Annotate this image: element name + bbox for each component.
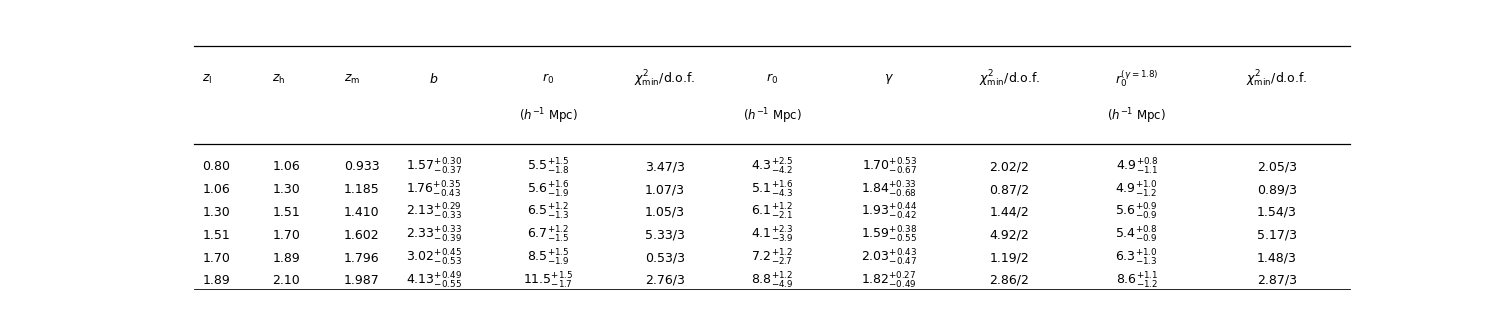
Text: 1.70: 1.70 xyxy=(202,252,231,265)
Text: $6.7^{+1.2}_{-1.5}$: $6.7^{+1.2}_{-1.5}$ xyxy=(527,225,570,245)
Text: $4.13^{+0.49}_{-0.55}$: $4.13^{+0.49}_{-0.55}$ xyxy=(405,271,461,290)
Text: 1.51: 1.51 xyxy=(273,206,300,219)
Text: 1.54/3: 1.54/3 xyxy=(1257,206,1298,219)
Text: 5.33/3: 5.33/3 xyxy=(645,229,684,242)
Text: $(h^{-1}$ Mpc): $(h^{-1}$ Mpc) xyxy=(1108,106,1166,126)
Text: 0.89/3: 0.89/3 xyxy=(1257,183,1298,196)
Text: 1.987: 1.987 xyxy=(344,274,380,287)
Text: $5.1^{+1.6}_{-4.3}$: $5.1^{+1.6}_{-4.3}$ xyxy=(750,180,794,200)
Text: $1.93^{+0.44}_{-0.42}$: $1.93^{+0.44}_{-0.42}$ xyxy=(860,202,918,222)
Text: $4.1^{+2.3}_{-3.9}$: $4.1^{+2.3}_{-3.9}$ xyxy=(750,225,794,245)
Text: $5.6^{+0.9}_{-0.9}$: $5.6^{+0.9}_{-0.9}$ xyxy=(1115,202,1157,222)
Text: $2.13^{+0.29}_{-0.33}$: $2.13^{+0.29}_{-0.33}$ xyxy=(405,202,461,222)
Text: 1.30: 1.30 xyxy=(273,183,300,196)
Text: 1.602: 1.602 xyxy=(344,229,380,242)
Text: $5.4^{+0.8}_{-0.9}$: $5.4^{+0.8}_{-0.9}$ xyxy=(1115,225,1157,245)
Text: 0.933: 0.933 xyxy=(344,160,380,173)
Text: 5.17/3: 5.17/3 xyxy=(1257,229,1298,242)
Text: $4.9^{+1.0}_{-1.2}$: $4.9^{+1.0}_{-1.2}$ xyxy=(1115,180,1157,200)
Text: $3.02^{+0.45}_{-0.53}$: $3.02^{+0.45}_{-0.53}$ xyxy=(405,248,461,268)
Text: $2.03^{+0.43}_{-0.47}$: $2.03^{+0.43}_{-0.47}$ xyxy=(860,248,918,268)
Text: 0.80: 0.80 xyxy=(202,160,231,173)
Text: $4.9^{+0.8}_{-1.1}$: $4.9^{+0.8}_{-1.1}$ xyxy=(1115,157,1157,177)
Text: 4.92/2: 4.92/2 xyxy=(990,229,1029,242)
Text: 1.44/2: 1.44/2 xyxy=(990,206,1029,219)
Text: $6.3^{+1.0}_{-1.3}$: $6.3^{+1.0}_{-1.3}$ xyxy=(1115,248,1157,268)
Text: $5.5^{+1.5}_{-1.8}$: $5.5^{+1.5}_{-1.8}$ xyxy=(527,157,570,177)
Text: 0.53/3: 0.53/3 xyxy=(645,252,684,265)
Text: $4.3^{+2.5}_{-4.2}$: $4.3^{+2.5}_{-4.2}$ xyxy=(750,157,794,177)
Text: 1.185: 1.185 xyxy=(344,183,380,196)
Text: 1.06: 1.06 xyxy=(202,183,231,196)
Text: $1.84^{+0.33}_{-0.68}$: $1.84^{+0.33}_{-0.68}$ xyxy=(860,180,918,200)
Text: $\gamma$: $\gamma$ xyxy=(885,72,894,86)
Text: 1.70: 1.70 xyxy=(273,229,300,242)
Text: 1.89: 1.89 xyxy=(273,252,300,265)
Text: 2.02/2: 2.02/2 xyxy=(990,160,1029,173)
Text: 1.07/3: 1.07/3 xyxy=(645,183,684,196)
Text: $5.6^{+1.6}_{-1.9}$: $5.6^{+1.6}_{-1.9}$ xyxy=(527,180,570,200)
Text: 1.05/3: 1.05/3 xyxy=(645,206,684,219)
Text: $6.1^{+1.2}_{-2.1}$: $6.1^{+1.2}_{-2.1}$ xyxy=(750,202,794,222)
Text: $z_\mathrm{h}$: $z_\mathrm{h}$ xyxy=(273,73,286,85)
Text: $(h^{-1}$ Mpc): $(h^{-1}$ Mpc) xyxy=(743,106,802,126)
Text: $r_0^{(\gamma=1.8)}$: $r_0^{(\gamma=1.8)}$ xyxy=(1115,69,1159,89)
Text: 1.30: 1.30 xyxy=(202,206,231,219)
Text: 1.19/2: 1.19/2 xyxy=(990,252,1029,265)
Text: $(h^{-1}$ Mpc): $(h^{-1}$ Mpc) xyxy=(518,106,577,126)
Text: $7.2^{+1.2}_{-2.7}$: $7.2^{+1.2}_{-2.7}$ xyxy=(752,248,793,268)
Text: $1.70^{+0.53}_{-0.67}$: $1.70^{+0.53}_{-0.67}$ xyxy=(862,157,916,177)
Text: $\chi^2_\mathrm{min}$/d.o.f.: $\chi^2_\mathrm{min}$/d.o.f. xyxy=(634,69,696,89)
Text: $r_0$: $r_0$ xyxy=(543,72,555,86)
Text: $\chi^2_\mathrm{min}$/d.o.f.: $\chi^2_\mathrm{min}$/d.o.f. xyxy=(1246,69,1308,89)
Text: 2.10: 2.10 xyxy=(273,274,300,287)
Text: 0.87/2: 0.87/2 xyxy=(990,183,1029,196)
Text: $\chi^2_\mathrm{min}$/d.o.f.: $\chi^2_\mathrm{min}$/d.o.f. xyxy=(978,69,1040,89)
Text: 1.796: 1.796 xyxy=(344,252,380,265)
Text: 2.87/3: 2.87/3 xyxy=(1257,274,1298,287)
Text: $z_\mathrm{m}$: $z_\mathrm{m}$ xyxy=(344,73,360,85)
Text: 3.47/3: 3.47/3 xyxy=(645,160,684,173)
Text: $1.82^{+0.27}_{-0.49}$: $1.82^{+0.27}_{-0.49}$ xyxy=(862,271,916,290)
Text: 1.48/3: 1.48/3 xyxy=(1257,252,1298,265)
Text: $1.59^{+0.38}_{-0.55}$: $1.59^{+0.38}_{-0.55}$ xyxy=(860,225,918,245)
Text: $8.8^{+1.2}_{-4.9}$: $8.8^{+1.2}_{-4.9}$ xyxy=(750,271,794,290)
Text: $6.5^{+1.2}_{-1.3}$: $6.5^{+1.2}_{-1.3}$ xyxy=(527,202,570,222)
Text: 2.86/2: 2.86/2 xyxy=(990,274,1029,287)
Text: $8.5^{+1.5}_{-1.9}$: $8.5^{+1.5}_{-1.9}$ xyxy=(527,248,570,268)
Text: $b$: $b$ xyxy=(429,72,439,86)
Text: 1.06: 1.06 xyxy=(273,160,300,173)
Text: $1.57^{+0.30}_{-0.37}$: $1.57^{+0.30}_{-0.37}$ xyxy=(405,157,461,177)
Text: $8.6^{+1.1}_{-1.2}$: $8.6^{+1.1}_{-1.2}$ xyxy=(1115,271,1157,290)
Text: 1.89: 1.89 xyxy=(202,274,231,287)
Text: $11.5^{+1.5}_{-1.7}$: $11.5^{+1.5}_{-1.7}$ xyxy=(523,271,573,290)
Text: $z_\mathrm{l}$: $z_\mathrm{l}$ xyxy=(202,73,212,85)
Text: $1.76^{+0.35}_{-0.43}$: $1.76^{+0.35}_{-0.43}$ xyxy=(405,180,461,200)
Text: 2.76/3: 2.76/3 xyxy=(645,274,684,287)
Text: 1.51: 1.51 xyxy=(202,229,231,242)
Text: 2.05/3: 2.05/3 xyxy=(1257,160,1298,173)
Text: $2.33^{+0.33}_{-0.39}$: $2.33^{+0.33}_{-0.39}$ xyxy=(405,225,461,245)
Text: 1.410: 1.410 xyxy=(344,206,380,219)
Text: $r_0$: $r_0$ xyxy=(766,72,779,86)
